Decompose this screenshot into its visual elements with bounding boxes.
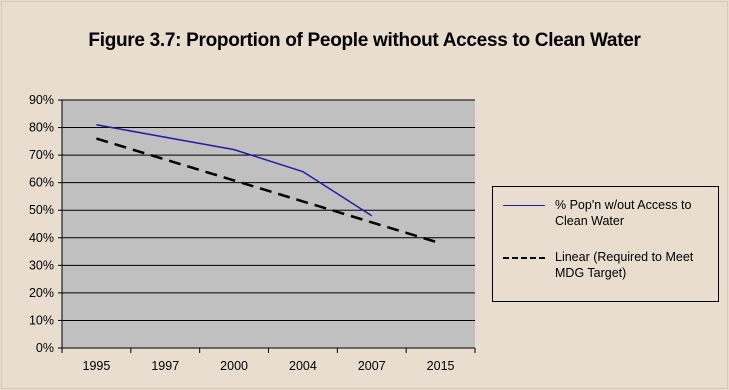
x-tick-label: 2000 xyxy=(220,359,248,373)
series-line-target xyxy=(96,137,441,245)
x-tick-label: 2007 xyxy=(358,359,386,373)
x-tick-label: 1997 xyxy=(151,359,179,373)
legend-swatch-dashed xyxy=(503,257,545,259)
legend-swatch-solid xyxy=(503,205,545,206)
x-tick-label: 1995 xyxy=(83,359,111,373)
chart-title: Figure 3.7: Proportion of People without… xyxy=(88,30,641,51)
y-tick-label: 40% xyxy=(29,231,54,245)
chart-legend: % Pop'n w/out Access to Clean Water Line… xyxy=(492,186,719,302)
y-tick-label: 20% xyxy=(29,286,54,300)
legend-label-actual: % Pop'n w/out Access to Clean Water xyxy=(555,198,692,228)
y-tick-label: 60% xyxy=(29,176,54,190)
legend-label-target: Linear (Required to Meet MDG Target) xyxy=(555,250,694,280)
plot-background xyxy=(62,100,475,348)
y-tick-label: 0% xyxy=(36,341,54,355)
plot-area: 0% 10% 20% 30% 40% 50% 60% 70% 80% 90% 1995 1997 200… xyxy=(29,93,476,373)
y-tick-label: 70% xyxy=(29,148,54,162)
x-tick-label: 2015 xyxy=(427,359,455,373)
series-line-actual xyxy=(96,124,373,217)
x-tick-label: 2004 xyxy=(289,359,317,373)
y-tick-label: 80% xyxy=(29,121,54,135)
y-tick-label: 90% xyxy=(29,93,54,107)
y-tick-label: 50% xyxy=(29,203,54,217)
y-tick-label: 10% xyxy=(29,313,54,327)
y-tick-label: 30% xyxy=(29,258,54,272)
